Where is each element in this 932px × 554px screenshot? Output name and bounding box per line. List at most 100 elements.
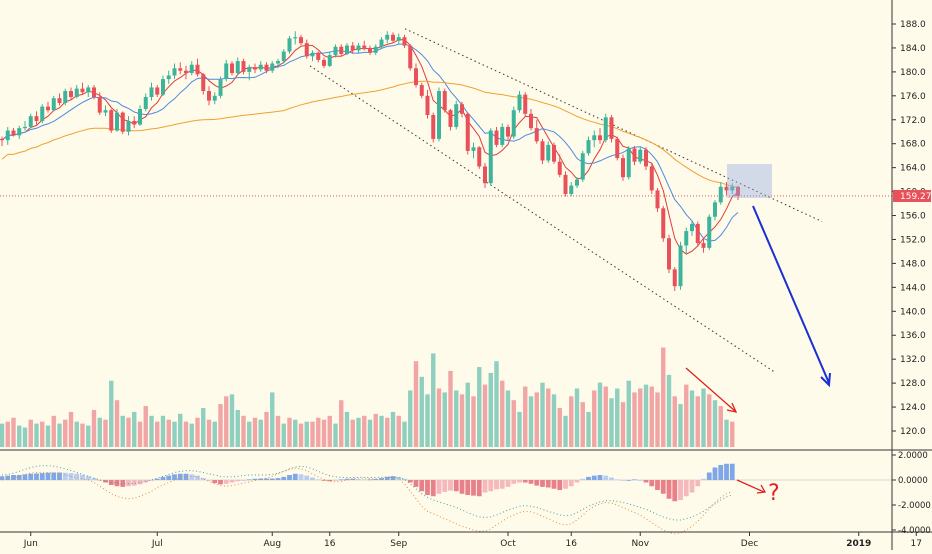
volume-bar [718, 406, 723, 447]
oscillator-bar [126, 480, 131, 487]
volume-bar [408, 390, 413, 447]
oscillator-bar [430, 480, 436, 497]
volume-bar [471, 396, 476, 447]
oscillator-bar [379, 478, 384, 480]
oscillator-bar [632, 479, 637, 481]
candle-body [97, 97, 102, 113]
oscillator-bar [488, 480, 494, 492]
time-tick-label: Aug [263, 539, 281, 549]
candle-body [609, 117, 614, 139]
oscillator-bar [246, 479, 252, 481]
oscillator-bar [701, 478, 706, 480]
volume-bar [488, 372, 493, 447]
oscillator-bar [655, 480, 660, 490]
annotations [685, 164, 831, 494]
oscillator-bar [626, 480, 632, 481]
candle-body [718, 186, 723, 203]
candle-body [201, 74, 206, 92]
candle-body [701, 243, 706, 248]
candle-body [379, 39, 384, 47]
oscillator-bar [522, 480, 528, 483]
candle-body [339, 46, 344, 54]
candle-body [310, 52, 315, 57]
volume-bar [275, 415, 281, 447]
time-tick-label: 16 [566, 539, 578, 549]
volume-bar [695, 396, 700, 447]
oscillator-bar [586, 476, 591, 480]
price-tick-label: 168.0 [900, 140, 926, 150]
volume-bar [436, 388, 442, 447]
candle-body [103, 110, 108, 113]
volume-bar [684, 384, 689, 447]
candle-body [414, 68, 418, 86]
volume-bar [298, 423, 304, 447]
candle-body [34, 116, 39, 121]
candle-body [529, 113, 533, 129]
oscillator-bar [212, 480, 218, 484]
volume-bar [592, 390, 597, 447]
candle-body [442, 91, 447, 111]
candle-body [655, 190, 660, 209]
volume-bar [638, 388, 643, 447]
volume-bar [166, 419, 171, 447]
oscillator-bar [34, 473, 39, 480]
oscillator-bar [74, 473, 80, 480]
volume-bar [0, 423, 5, 447]
oscillator-bar [649, 480, 655, 487]
candle-body [563, 174, 568, 194]
candle-body [63, 91, 68, 104]
volume-bar [459, 394, 465, 447]
oscillator-bar [597, 475, 603, 480]
volume-bar [603, 386, 608, 447]
candle-body [57, 98, 62, 104]
candle-body [368, 47, 372, 53]
volume-bar [344, 411, 350, 447]
candle-body [115, 112, 119, 131]
oscillator-bar [511, 480, 517, 484]
candle-body [626, 148, 631, 178]
volume-bar [707, 394, 712, 447]
price-tick-label: 152.0 [900, 235, 926, 245]
oscillator-bar [304, 475, 310, 480]
volume-bar [333, 423, 338, 447]
candle-body [270, 63, 275, 71]
oscillator-bar [85, 476, 91, 480]
oscillator-bar [160, 476, 166, 480]
volume-bar [195, 417, 200, 447]
oscillator-bar [229, 480, 235, 483]
oscillator-bar [241, 480, 246, 481]
down-arrow-blue [752, 205, 830, 384]
price-tick-label: 172.0 [900, 116, 926, 126]
candle-body [241, 61, 246, 72]
candle-body [350, 45, 355, 51]
oscillator-bar [218, 480, 223, 485]
volume-bar [643, 384, 649, 447]
candle-body [638, 149, 643, 162]
oscillator-bar [39, 473, 45, 480]
price-tick-label: 148.0 [900, 259, 926, 269]
candle-body [592, 135, 597, 141]
oscillator-bar [344, 478, 350, 480]
oscillator-bar [120, 480, 126, 487]
candle-body [517, 94, 522, 111]
oscillator-bar [154, 478, 160, 480]
volume-bar [609, 398, 614, 447]
candle-body [276, 61, 280, 64]
volume-bar [632, 392, 637, 447]
price-tick-label: 144.0 [900, 283, 926, 293]
candle-body [695, 223, 700, 244]
oscillator-bar [16, 475, 22, 480]
oscillator-bar [172, 474, 177, 480]
candle-body [11, 130, 16, 136]
candle-body [396, 37, 401, 41]
volume-bar [183, 421, 189, 447]
oscillator-bar [292, 473, 298, 480]
oscillator-bar [637, 480, 643, 481]
oscillator-bar [137, 480, 143, 485]
oscillator-bar [22, 474, 28, 480]
candle-body [402, 37, 407, 46]
candle-body [143, 97, 148, 109]
